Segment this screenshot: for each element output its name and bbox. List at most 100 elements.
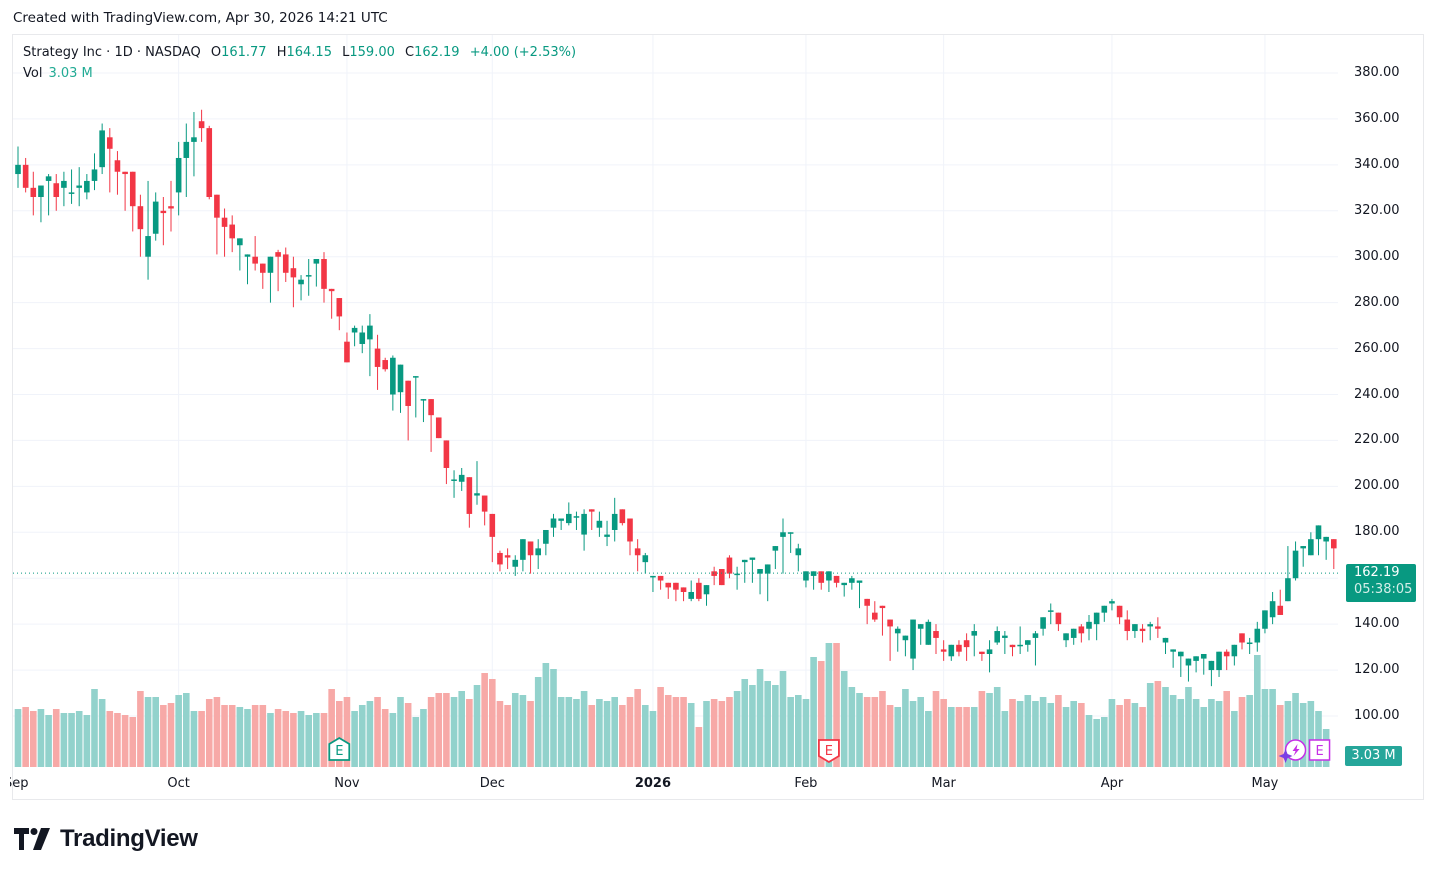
candle xyxy=(443,440,450,485)
candle xyxy=(1017,626,1023,654)
volume-bar xyxy=(450,697,458,767)
volume-bar xyxy=(259,705,267,767)
volume-bar xyxy=(236,707,244,767)
candle xyxy=(810,571,817,590)
candle-body xyxy=(787,532,794,534)
candle-body xyxy=(351,327,358,333)
candle-body xyxy=(1002,635,1008,638)
candle xyxy=(1216,651,1222,677)
candle-body xyxy=(1262,610,1268,629)
candle-body xyxy=(183,141,190,158)
price-tick-label: 180.00 xyxy=(1354,524,1400,540)
candle-body xyxy=(260,263,266,273)
candle xyxy=(826,571,832,592)
earnings-marker[interactable]: E xyxy=(818,739,840,764)
earnings-marker[interactable]: E xyxy=(1278,739,1331,763)
last-volume-tag: 3.03 M xyxy=(1345,746,1402,766)
candle xyxy=(1078,624,1085,643)
price-tick-label: 340.00 xyxy=(1354,156,1400,172)
candle-body xyxy=(428,399,434,416)
volume-bar xyxy=(83,715,91,767)
candle xyxy=(787,532,794,553)
candle-body xyxy=(619,509,626,524)
candle xyxy=(351,325,358,347)
volume-bar xyxy=(98,699,106,767)
volume-bar xyxy=(550,669,557,767)
volume-bar xyxy=(1001,711,1009,767)
candle-body xyxy=(99,130,105,168)
candle-body xyxy=(237,238,243,246)
candle xyxy=(1246,637,1253,654)
candle-body xyxy=(321,259,327,289)
volume-bar xyxy=(228,705,236,767)
candle xyxy=(237,238,243,271)
candle xyxy=(458,467,465,491)
time-tick-label: Sep xyxy=(4,776,29,791)
candle xyxy=(979,651,985,661)
volume-bar xyxy=(213,697,221,767)
candle-body xyxy=(91,169,98,181)
earnings-marker[interactable]: E xyxy=(328,736,351,761)
symbol-title[interactable]: Strategy Inc · 1D · NASDAQ xyxy=(23,45,201,60)
candle-body xyxy=(1223,651,1230,657)
candle xyxy=(38,185,44,223)
candle-body xyxy=(940,649,947,652)
candle-body xyxy=(405,380,411,406)
candle xyxy=(1109,598,1115,611)
candle-body xyxy=(129,171,136,207)
candle xyxy=(1300,546,1306,567)
candle-body xyxy=(872,612,878,620)
candle-body xyxy=(588,509,595,512)
candle xyxy=(267,256,274,303)
volume-bar xyxy=(1078,703,1085,767)
candle xyxy=(504,548,511,570)
volume-label[interactable]: Vol xyxy=(23,66,43,81)
candle xyxy=(1139,624,1146,643)
candle-body xyxy=(390,357,396,395)
volume-bar xyxy=(1047,703,1055,767)
volume-bar xyxy=(573,699,580,767)
candle-body xyxy=(925,621,932,645)
candle xyxy=(382,357,388,372)
time-tick-label: Apr xyxy=(1100,776,1124,791)
candle-body xyxy=(611,513,618,530)
volume-bar xyxy=(664,695,672,767)
candle-body xyxy=(504,555,511,558)
volume-bar xyxy=(611,697,618,767)
volume-bar xyxy=(320,713,328,767)
volume-bar xyxy=(1223,691,1230,767)
candle-body xyxy=(1055,612,1062,625)
volume-bar xyxy=(703,701,710,767)
volume-bar xyxy=(687,703,695,767)
candle xyxy=(1323,536,1329,560)
volume-bar xyxy=(1131,703,1139,767)
volume-bar xyxy=(328,689,335,767)
candle-body xyxy=(1047,610,1054,612)
candle xyxy=(910,619,916,671)
candle-body xyxy=(267,256,274,273)
volume-bar xyxy=(144,697,152,767)
tradingview-logo[interactable]: TradingView xyxy=(14,825,198,853)
price-tick-label: 320.00 xyxy=(1354,202,1400,218)
volume-bar xyxy=(343,697,351,767)
volume-bar xyxy=(167,703,175,767)
volume-bar xyxy=(825,643,833,767)
volume-bar xyxy=(634,689,641,767)
candle xyxy=(152,192,159,241)
candle xyxy=(604,520,610,547)
candle-body xyxy=(573,516,580,518)
candle-body xyxy=(1109,601,1115,604)
volume-bar xyxy=(657,687,664,767)
volume-bar xyxy=(1016,701,1024,767)
candle-body xyxy=(772,546,779,551)
candle xyxy=(1070,628,1077,645)
candle xyxy=(925,619,932,645)
candle-body xyxy=(344,341,350,363)
candle xyxy=(749,557,756,583)
candle-body xyxy=(84,180,90,193)
candle-body xyxy=(795,548,802,556)
volume-bar xyxy=(817,661,825,767)
candle-body xyxy=(741,559,748,563)
candle-body xyxy=(451,479,457,481)
